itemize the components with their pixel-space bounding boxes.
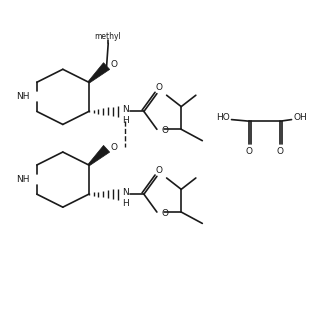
Text: OH: OH [293, 114, 307, 122]
Text: O: O [246, 147, 253, 155]
Polygon shape [88, 63, 110, 83]
Text: O: O [277, 147, 284, 155]
Text: O: O [162, 209, 169, 218]
Text: N: N [122, 188, 128, 197]
Text: NH: NH [16, 175, 30, 184]
Text: methyl: methyl [94, 32, 121, 41]
Polygon shape [88, 146, 110, 166]
Text: O: O [155, 166, 162, 175]
Text: O: O [155, 83, 162, 92]
Text: O: O [162, 126, 169, 135]
Text: O: O [111, 143, 118, 152]
Text: H: H [122, 116, 128, 125]
Text: O: O [111, 60, 118, 69]
Text: HO: HO [216, 114, 230, 122]
Text: NH: NH [16, 92, 30, 101]
Text: N: N [122, 105, 128, 114]
Text: H: H [122, 199, 128, 208]
